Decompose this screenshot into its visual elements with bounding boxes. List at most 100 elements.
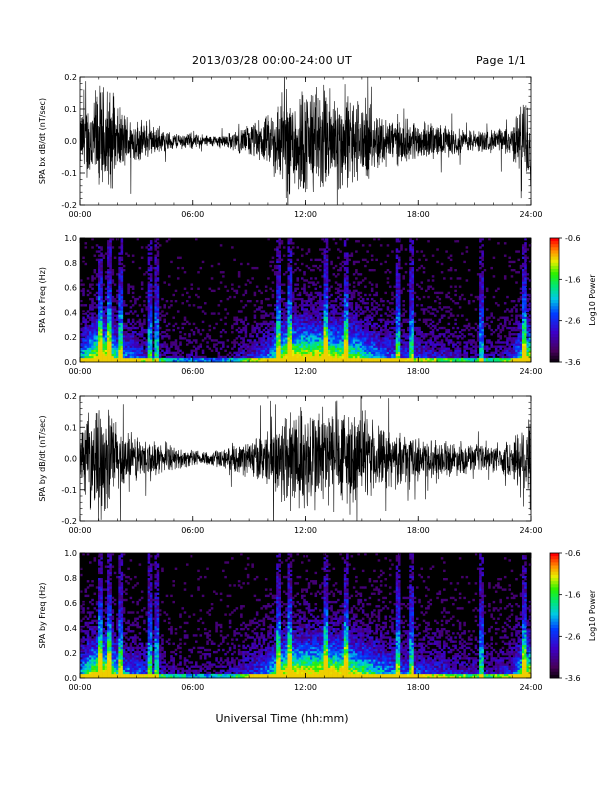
spectrogram-cell [479,285,482,288]
spectrogram-cell [355,343,358,346]
spectrogram-cell [416,357,419,361]
spectrogram-cell [515,281,518,284]
spectrogram-cell [334,322,338,326]
spectrogram-cell [125,347,128,350]
spectrogram-cell [303,347,306,350]
spectrogram-cell [244,289,248,293]
spectrogram-cell [388,320,392,324]
spectrogram-cell [361,302,365,305]
spectrogram-cell [481,343,484,346]
spectrogram-cell [323,322,327,326]
spectrogram-cell [361,337,365,340]
spectrogram-cell [140,339,144,342]
spectrogram-cell [147,345,151,348]
spectrogram-cell [404,353,408,357]
spectrogram-cell [316,310,320,313]
spectrogram-cell [452,355,455,359]
spectrogram-cell [370,359,374,363]
spectrogram-cell [136,357,139,361]
spectrogram-cell [95,295,99,299]
spectrogram-cell [260,310,263,313]
spectrogram-cell [82,339,85,342]
spectrogram-cell [397,264,401,268]
spectrogram-cell [255,349,259,352]
spectrogram-cell [246,339,250,342]
spectrogram-cell [154,285,157,288]
spectrogram-cell [314,331,318,334]
spectrogram-cell [240,351,243,355]
spectrogram-cell [280,345,284,348]
spectrogram-cell [330,320,333,324]
spectrogram-cell [312,295,315,299]
spectrogram-cell [352,316,356,319]
spectrogram-cell [463,345,466,348]
spectrogram-cell [343,285,347,288]
spectrogram-cell [323,343,327,346]
spectrogram-cell [109,285,112,288]
spectrogram-cell [463,353,466,357]
spectrogram-cell [86,359,90,363]
spectrogram-cell [420,331,424,334]
spectrogram-cell [323,256,327,259]
spectrogram-cell [434,343,437,346]
spectrogram-cell [129,351,133,355]
spectrogram-cell [359,320,363,324]
spectrogram-cell [519,355,523,359]
spectrogram-cell [479,306,482,309]
spectrogram-cell [431,320,435,324]
spectrogram-cell [312,359,315,363]
spectrogram-cell [323,293,327,297]
spectrogram-cell [161,331,164,334]
spectrogram-cell [445,328,448,332]
spectrogram-cell [312,345,315,348]
spectrogram-cell [269,260,272,264]
spectrogram-cell [416,339,419,342]
spectrogram-cell [174,289,178,293]
spectrogram-cell [368,314,372,317]
spectrogram-cell [122,335,126,338]
spectrogram-cell [154,238,157,241]
spectrogram-cell [111,347,115,350]
spectrogram-cell [361,331,365,334]
spectrogram-cell [341,264,345,268]
spectrogram-cell [422,308,426,311]
spectrogram-cell [246,353,250,357]
spectrogram-cell [386,300,390,303]
spectrogram-cell [305,359,309,363]
spectrogram-cell [147,335,151,338]
spectrogram-cell [479,283,482,286]
spectrogram-cell [134,347,137,350]
spectrogram-cell [490,357,493,361]
spectrogram-cell [479,316,482,319]
spectrogram-cell [476,335,480,338]
spectrogram-cell [285,357,288,361]
spectrogram-cell [397,324,401,328]
spectrogram-cell [319,335,322,338]
spectrogram-cell [276,258,279,262]
spectrogram-cell [411,289,415,293]
spectrogram-cell [285,316,288,319]
spectrogram-cell [260,355,263,359]
spectrogram-cell [109,262,112,266]
spectrogram-cell [418,355,421,359]
spectrogram-cell [305,314,309,317]
spectrogram-cell [278,320,281,324]
spectrogram-cell [174,343,178,346]
spectrogram-cell [179,349,182,352]
spectrogram-cell [276,314,279,317]
spectrogram-cell [154,328,157,332]
spectrogram-cell [352,322,356,326]
spectrogram-cell [131,357,135,361]
spectrogram-cell [348,353,351,357]
spectrogram-cell [406,359,410,363]
spectrogram-cell [82,310,85,313]
spectrogram-cell [377,359,381,363]
spectrogram-cell [278,269,281,272]
spectrogram-cell [219,355,223,359]
spectrogram-cell [418,258,421,262]
spectrogram-cell [156,318,160,321]
spectrogram-cell [149,291,153,295]
spectrogram-cell [391,322,394,326]
spectrogram-cell [264,349,268,352]
spectrogram-cell [98,328,101,332]
